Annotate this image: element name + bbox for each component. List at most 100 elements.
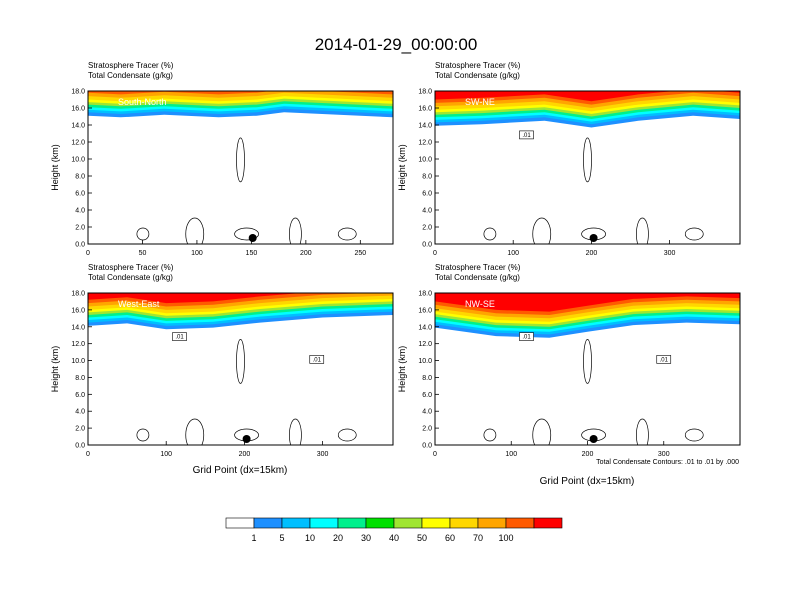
x-tick-label: 300 [317,451,329,458]
panel-header-condensate: Total Condensate (g/kg) [88,71,173,80]
y-tick-label: 10.0 [71,358,85,365]
colorbar-swatch [449,517,479,529]
tracer-field [435,293,740,338]
x-tick-label: 100 [507,250,519,257]
y-tick-label: 4.0 [422,409,432,416]
contour-label: .01 [313,357,322,363]
contour-line [532,217,552,244]
colorbar-label: 10 [305,533,315,543]
colorbar-swatch [225,517,255,529]
tracer-band-9 [88,91,393,95]
colorbar-label: 20 [333,533,343,543]
tracer-band-10 [435,293,740,312]
y-tick-label: 18.0 [418,291,432,298]
panel-south-north: Stratosphere Tracer (%)Total Condensate … [50,61,394,257]
tracer-band-10 [88,86,393,91]
panel-title: NW-SE [465,299,495,309]
colorbar-label: 40 [389,533,399,543]
colorbar-swatch [309,517,339,529]
x-tick-label: 0 [433,250,437,257]
panel-header-tracer: Stratosphere Tracer (%) [88,263,174,272]
colorbar-label: 100 [498,533,513,543]
contour-line [337,227,357,241]
tracer-band-10 [88,293,393,304]
contour-line [583,339,592,384]
colorbar-label: 1 [251,533,256,543]
contour-line [136,428,150,442]
site-marker [589,234,598,242]
colorbar-swatch [393,517,423,529]
contour-label: .01 [175,335,184,341]
y-tick-label: 14.0 [71,123,85,130]
contour-line [636,418,649,445]
condensate-contours [136,339,357,445]
y-tick-label: 4.0 [75,208,85,215]
x-tick-label: 250 [354,250,366,257]
panel-header-condensate: Total Condensate (g/kg) [435,71,520,80]
panel-nw-se: Stratosphere Tracer (%)Total Condensate … [397,263,741,458]
y-axis-label: Height (km) [50,144,60,191]
x-tick-label: 100 [505,451,517,458]
colorbar-label: 30 [361,533,371,543]
y-tick-label: 14.0 [418,324,432,331]
y-tick-label: 8.0 [75,174,85,181]
x-tick-label: 300 [658,451,670,458]
y-tick-label: 4.0 [422,208,432,215]
y-tick-label: 12.0 [71,341,85,348]
x-tick-label: 300 [664,250,676,257]
y-tick-label: 8.0 [422,174,432,181]
y-tick-label: 4.0 [75,409,85,416]
y-tick-label: 18.0 [418,89,432,96]
colorbar-label: 70 [473,533,483,543]
contour-label: .01 [522,133,531,139]
plot-frame [87,292,394,446]
contour-line [236,339,245,384]
contour-line [185,217,205,244]
contour-line [234,227,259,241]
colorbar-swatch [477,517,507,529]
y-tick-label: 16.0 [418,106,432,113]
site-marker [248,234,257,242]
colorbar-swatch [533,517,563,529]
y-tick-label: 2.0 [75,426,85,433]
contour-label-box [172,332,187,341]
y-tick-label: 16.0 [71,106,85,113]
x-tick-label: 150 [246,250,258,257]
contour-label: .01 [660,357,669,363]
colorbar-label: 60 [445,533,455,543]
site-marker [589,435,598,443]
colorbar-swatch [281,517,311,529]
contour-line [684,227,704,241]
y-tick-label: 16.0 [71,307,85,314]
colorbar-label: 50 [417,533,427,543]
y-tick-label: 6.0 [75,191,85,198]
contour-line [289,217,302,244]
colorbar-swatch [253,517,283,529]
x-tick-label: 200 [582,451,594,458]
x-tick-label: 0 [433,451,437,458]
y-tick-label: 8.0 [75,375,85,382]
condensate-contours [136,137,357,244]
y-tick-label: 10.0 [71,157,85,164]
y-tick-label: 8.0 [422,375,432,382]
x-tick-label: 200 [239,451,251,458]
y-tick-label: 18.0 [71,291,85,298]
y-tick-label: 2.0 [422,426,432,433]
contour-line [236,137,245,183]
colorbar: 1 5 10 20 30 40 50 60 70 100 [225,517,563,543]
tracer-field [435,91,740,128]
y-tick-label: 14.0 [71,324,85,331]
x-tick-label: 100 [191,250,203,257]
panel-header-condensate: Total Condensate (g/kg) [435,273,520,282]
condensate-contours [483,137,704,244]
x-tick-label: 200 [300,250,312,257]
x-tick-label: 50 [139,250,147,257]
tracer-field [88,293,393,330]
contour-line [136,227,150,241]
colorbar-label: 5 [279,533,284,543]
panel-header-condensate: Total Condensate (g/kg) [88,273,173,282]
site-marker [242,435,251,443]
contour-line [483,227,497,241]
contour-line [532,418,552,445]
